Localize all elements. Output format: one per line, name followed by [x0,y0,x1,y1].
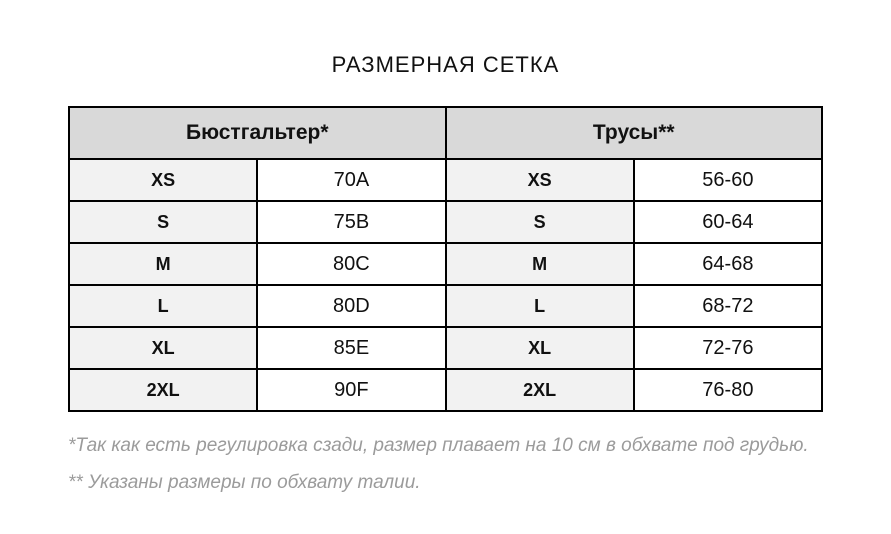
table-row-2xl: 2XL 90F 2XL 76-80 [67,368,824,412]
table-row-m: M 80C M 64-68 [67,242,824,286]
bra-size-value: 80D [256,284,447,328]
panties-size-value: 56-60 [632,158,824,202]
footnote-panties: ** Указаны размеры по обхвату талии. [68,471,421,493]
panties-size-label: XL [444,326,635,370]
bra-size-value: 70A [256,158,447,202]
bra-size-label: M [67,242,259,286]
panties-size-label: S [444,200,635,244]
bra-size-value: 75B [256,200,447,244]
panties-size-value: 68-72 [632,284,824,328]
panties-section-header: Трусы** [444,106,823,160]
size-table: Бюстгальтер* Трусы** XS 70A XS 56-60 S 7… [67,106,824,412]
footnote-bra: *Так как есть регулировка сзади, размер … [68,435,809,456]
bra-size-label: S [67,200,259,244]
bra-size-label: XS [67,158,259,202]
bra-size-value: 80C [256,242,447,286]
panties-size-value: 76-80 [632,368,824,412]
bra-size-label: XL [67,326,259,370]
table-row-s: S 75B S 60-64 [67,200,824,244]
bra-section-header: Бюстгальтер* [68,106,447,160]
panties-size-value: 60-64 [632,200,824,244]
bra-size-value: 85E [256,326,447,370]
panties-size-value: 72-76 [632,326,824,370]
size-table-body: XS 70A XS 56-60 S 75B S 60-64 M 80C M 64… [67,158,824,412]
panties-size-label: XS [444,158,635,202]
panties-size-value: 64-68 [632,242,824,286]
panties-size-label: 2XL [444,368,635,412]
footnotes: *Так как есть регулировка сзади, размер … [68,432,848,505]
bra-size-value: 90F [256,368,447,412]
page-title: РАЗМЕРНАЯ СЕТКА [331,52,560,77]
table-row-xl: XL 85E XL 72-76 [67,326,824,370]
size-table-header: Бюстгальтер* Трусы** [68,106,823,160]
table-row-l: L 80D L 68-72 [67,284,824,328]
header-row: Бюстгальтер* Трусы** [68,106,823,160]
table-row-xs: XS 70A XS 56-60 [67,158,824,202]
bra-size-label: 2XL [67,368,259,412]
panties-size-label: L [444,284,635,328]
panties-size-label: M [444,242,635,286]
bra-size-label: L [67,284,259,328]
